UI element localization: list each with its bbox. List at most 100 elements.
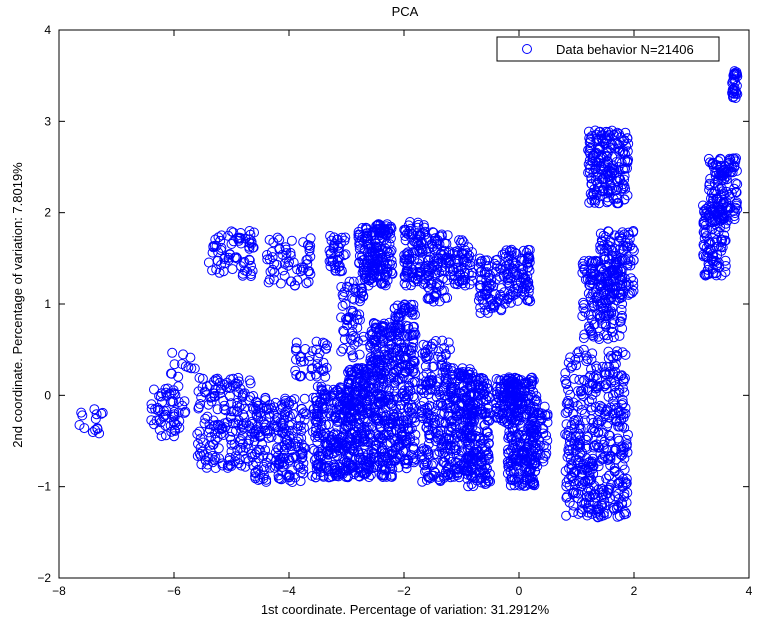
data-point [446,416,457,426]
x-tick-label: 2 [631,584,638,598]
data-point [530,442,541,453]
data-point [203,427,214,438]
data-point [628,226,639,236]
data-point [479,267,490,278]
data-point [618,286,629,297]
data-point [253,464,263,475]
data-point [179,396,190,407]
data-point [437,335,448,346]
data-point [628,245,639,256]
data-point [601,303,612,313]
data-point [192,429,203,439]
data-point [392,375,402,386]
data-point [717,234,728,245]
data-point [217,423,228,434]
data-point [427,343,438,354]
data-point [512,280,523,291]
data-point [720,235,731,246]
data-point [721,196,732,207]
data-point [348,283,359,294]
data-point [180,406,191,417]
data-point [588,167,599,178]
data-point [296,403,307,414]
data-point [290,472,301,483]
data-point [602,192,613,203]
data-point [409,393,420,403]
data-point [386,245,397,256]
data-point [373,438,384,448]
data-point [336,266,347,277]
data-point [612,193,623,204]
data-point [376,411,387,422]
data-point [419,403,430,414]
data-point [616,442,627,453]
legend-marker [522,44,532,54]
data-point [623,279,634,290]
data-point [474,433,485,444]
data-point [601,379,612,390]
data-point [297,264,308,275]
data-point [233,235,244,246]
data-point [390,320,401,331]
data-point [423,351,434,362]
data-point [406,450,417,461]
data-point [531,391,542,402]
data-point [394,331,405,342]
data-point [584,279,595,290]
data-point [445,344,455,355]
data-point [451,403,462,414]
data-point [620,349,631,360]
data-point [357,286,367,297]
data-point [427,376,438,386]
data-point [226,439,237,450]
data-point [475,450,486,461]
data-point [615,476,626,487]
data-point [606,162,617,173]
data-point [481,285,492,296]
data-point [541,430,552,441]
data-point [613,182,624,193]
data-point [257,439,267,450]
data-point [430,436,441,447]
data-point [619,163,630,174]
data-point [530,420,541,431]
data-point [146,403,157,414]
data-point [325,261,336,272]
data-point [387,268,398,279]
data-point [335,443,346,454]
data-point [429,418,440,428]
data-point [593,427,604,438]
data-point [291,343,302,354]
x-tick-label: 4 [746,584,753,598]
data-point [430,428,441,439]
data-point [585,268,596,279]
data-point [150,404,161,415]
data-point [605,351,616,361]
data-point [471,464,482,475]
data-point [718,198,729,209]
data-point [228,418,239,429]
data-point [567,473,578,484]
data-point [596,153,607,164]
data-point [560,429,571,440]
data-point [94,428,105,439]
data-point [365,453,376,464]
data-point [210,374,221,385]
data-point [609,264,620,275]
data-point [597,489,608,500]
data-point [334,459,345,470]
data-point [473,295,484,306]
data-point [406,345,417,356]
data-point [226,411,236,422]
data-point [285,247,296,258]
data-point [399,250,410,261]
data-point [713,257,724,268]
data-point [91,409,102,420]
data-point [601,404,612,415]
data-point [463,481,474,492]
data-point [281,470,292,480]
data-point [417,476,428,487]
data-point [573,386,583,397]
data-point [596,404,607,415]
data-point [312,436,323,447]
